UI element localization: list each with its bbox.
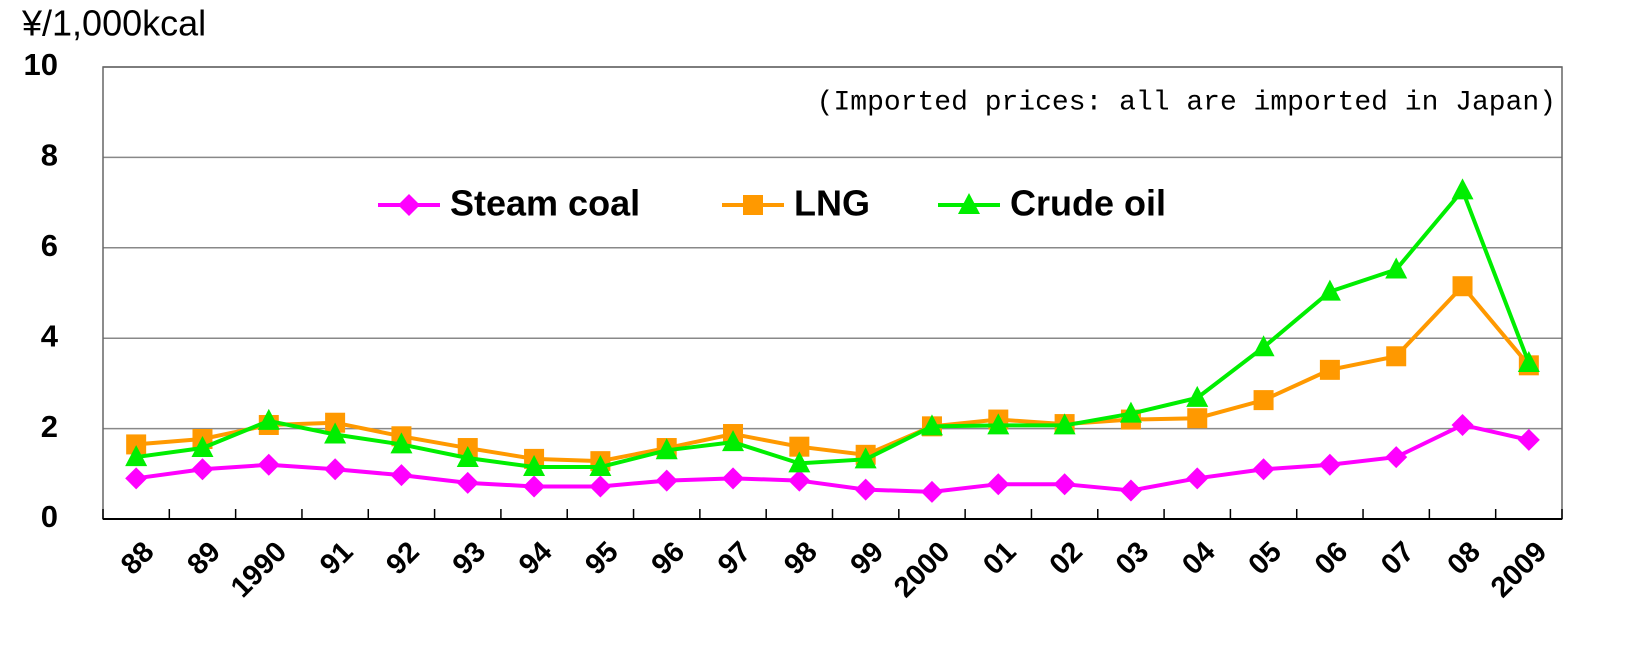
marker xyxy=(390,464,413,487)
marker xyxy=(788,451,811,473)
marker xyxy=(987,413,1010,435)
legend-label: Steam coal xyxy=(450,183,640,224)
marker xyxy=(1517,428,1540,451)
marker xyxy=(1186,385,1209,407)
marker xyxy=(788,469,811,492)
marker xyxy=(125,467,148,490)
marker xyxy=(1386,346,1407,367)
legend-label: LNG xyxy=(794,183,870,224)
marker xyxy=(1319,359,1340,380)
marker xyxy=(722,430,745,452)
marker xyxy=(589,475,612,498)
marker xyxy=(398,194,420,216)
marker xyxy=(1119,479,1142,502)
y-tick-label: 10 xyxy=(24,47,58,82)
marker xyxy=(854,478,877,501)
marker xyxy=(789,436,810,457)
marker xyxy=(1053,473,1076,496)
marker xyxy=(1253,390,1274,411)
marker xyxy=(722,467,745,490)
y-tick-label: 2 xyxy=(41,409,58,444)
marker xyxy=(324,422,347,444)
marker xyxy=(1451,413,1474,436)
marker xyxy=(1053,413,1076,435)
marker xyxy=(1318,453,1341,476)
marker xyxy=(1385,446,1408,469)
y-tick-label: 6 xyxy=(41,228,58,263)
marker xyxy=(958,193,980,214)
marker xyxy=(987,473,1010,496)
marker xyxy=(1187,408,1208,429)
marker xyxy=(1318,279,1341,301)
marker xyxy=(589,455,612,477)
annotation: (Imported prices: all are imported in Ja… xyxy=(817,87,1556,118)
marker xyxy=(920,480,943,503)
marker xyxy=(1119,401,1142,423)
marker xyxy=(456,471,479,494)
series-line xyxy=(135,422,1530,494)
marker xyxy=(191,458,214,481)
marker xyxy=(1452,276,1473,297)
marker xyxy=(1385,257,1408,279)
marker xyxy=(655,469,678,492)
series-line xyxy=(135,186,1531,470)
marker xyxy=(390,432,413,454)
marker xyxy=(523,475,546,498)
marker xyxy=(1252,335,1275,357)
y-tick-label: 4 xyxy=(41,318,59,353)
legend-label: Crude oil xyxy=(1010,183,1166,224)
marker xyxy=(191,436,214,458)
marker xyxy=(1252,458,1275,481)
marker xyxy=(324,458,347,481)
y-tick-label: 8 xyxy=(41,138,58,173)
marker xyxy=(125,445,148,467)
marker xyxy=(257,408,280,430)
marker xyxy=(743,195,763,215)
marker xyxy=(126,434,147,455)
marker xyxy=(655,438,678,460)
marker xyxy=(920,414,943,436)
marker xyxy=(854,447,877,469)
marker xyxy=(257,453,280,476)
y-axis-title: ¥/1,000kcal xyxy=(21,3,206,44)
marker xyxy=(1186,467,1209,490)
marker xyxy=(1517,351,1540,373)
y-tick-label: 0 xyxy=(41,499,58,534)
marker xyxy=(456,445,479,467)
marker xyxy=(523,455,546,477)
series-line xyxy=(135,283,1531,464)
marker xyxy=(1451,178,1474,200)
